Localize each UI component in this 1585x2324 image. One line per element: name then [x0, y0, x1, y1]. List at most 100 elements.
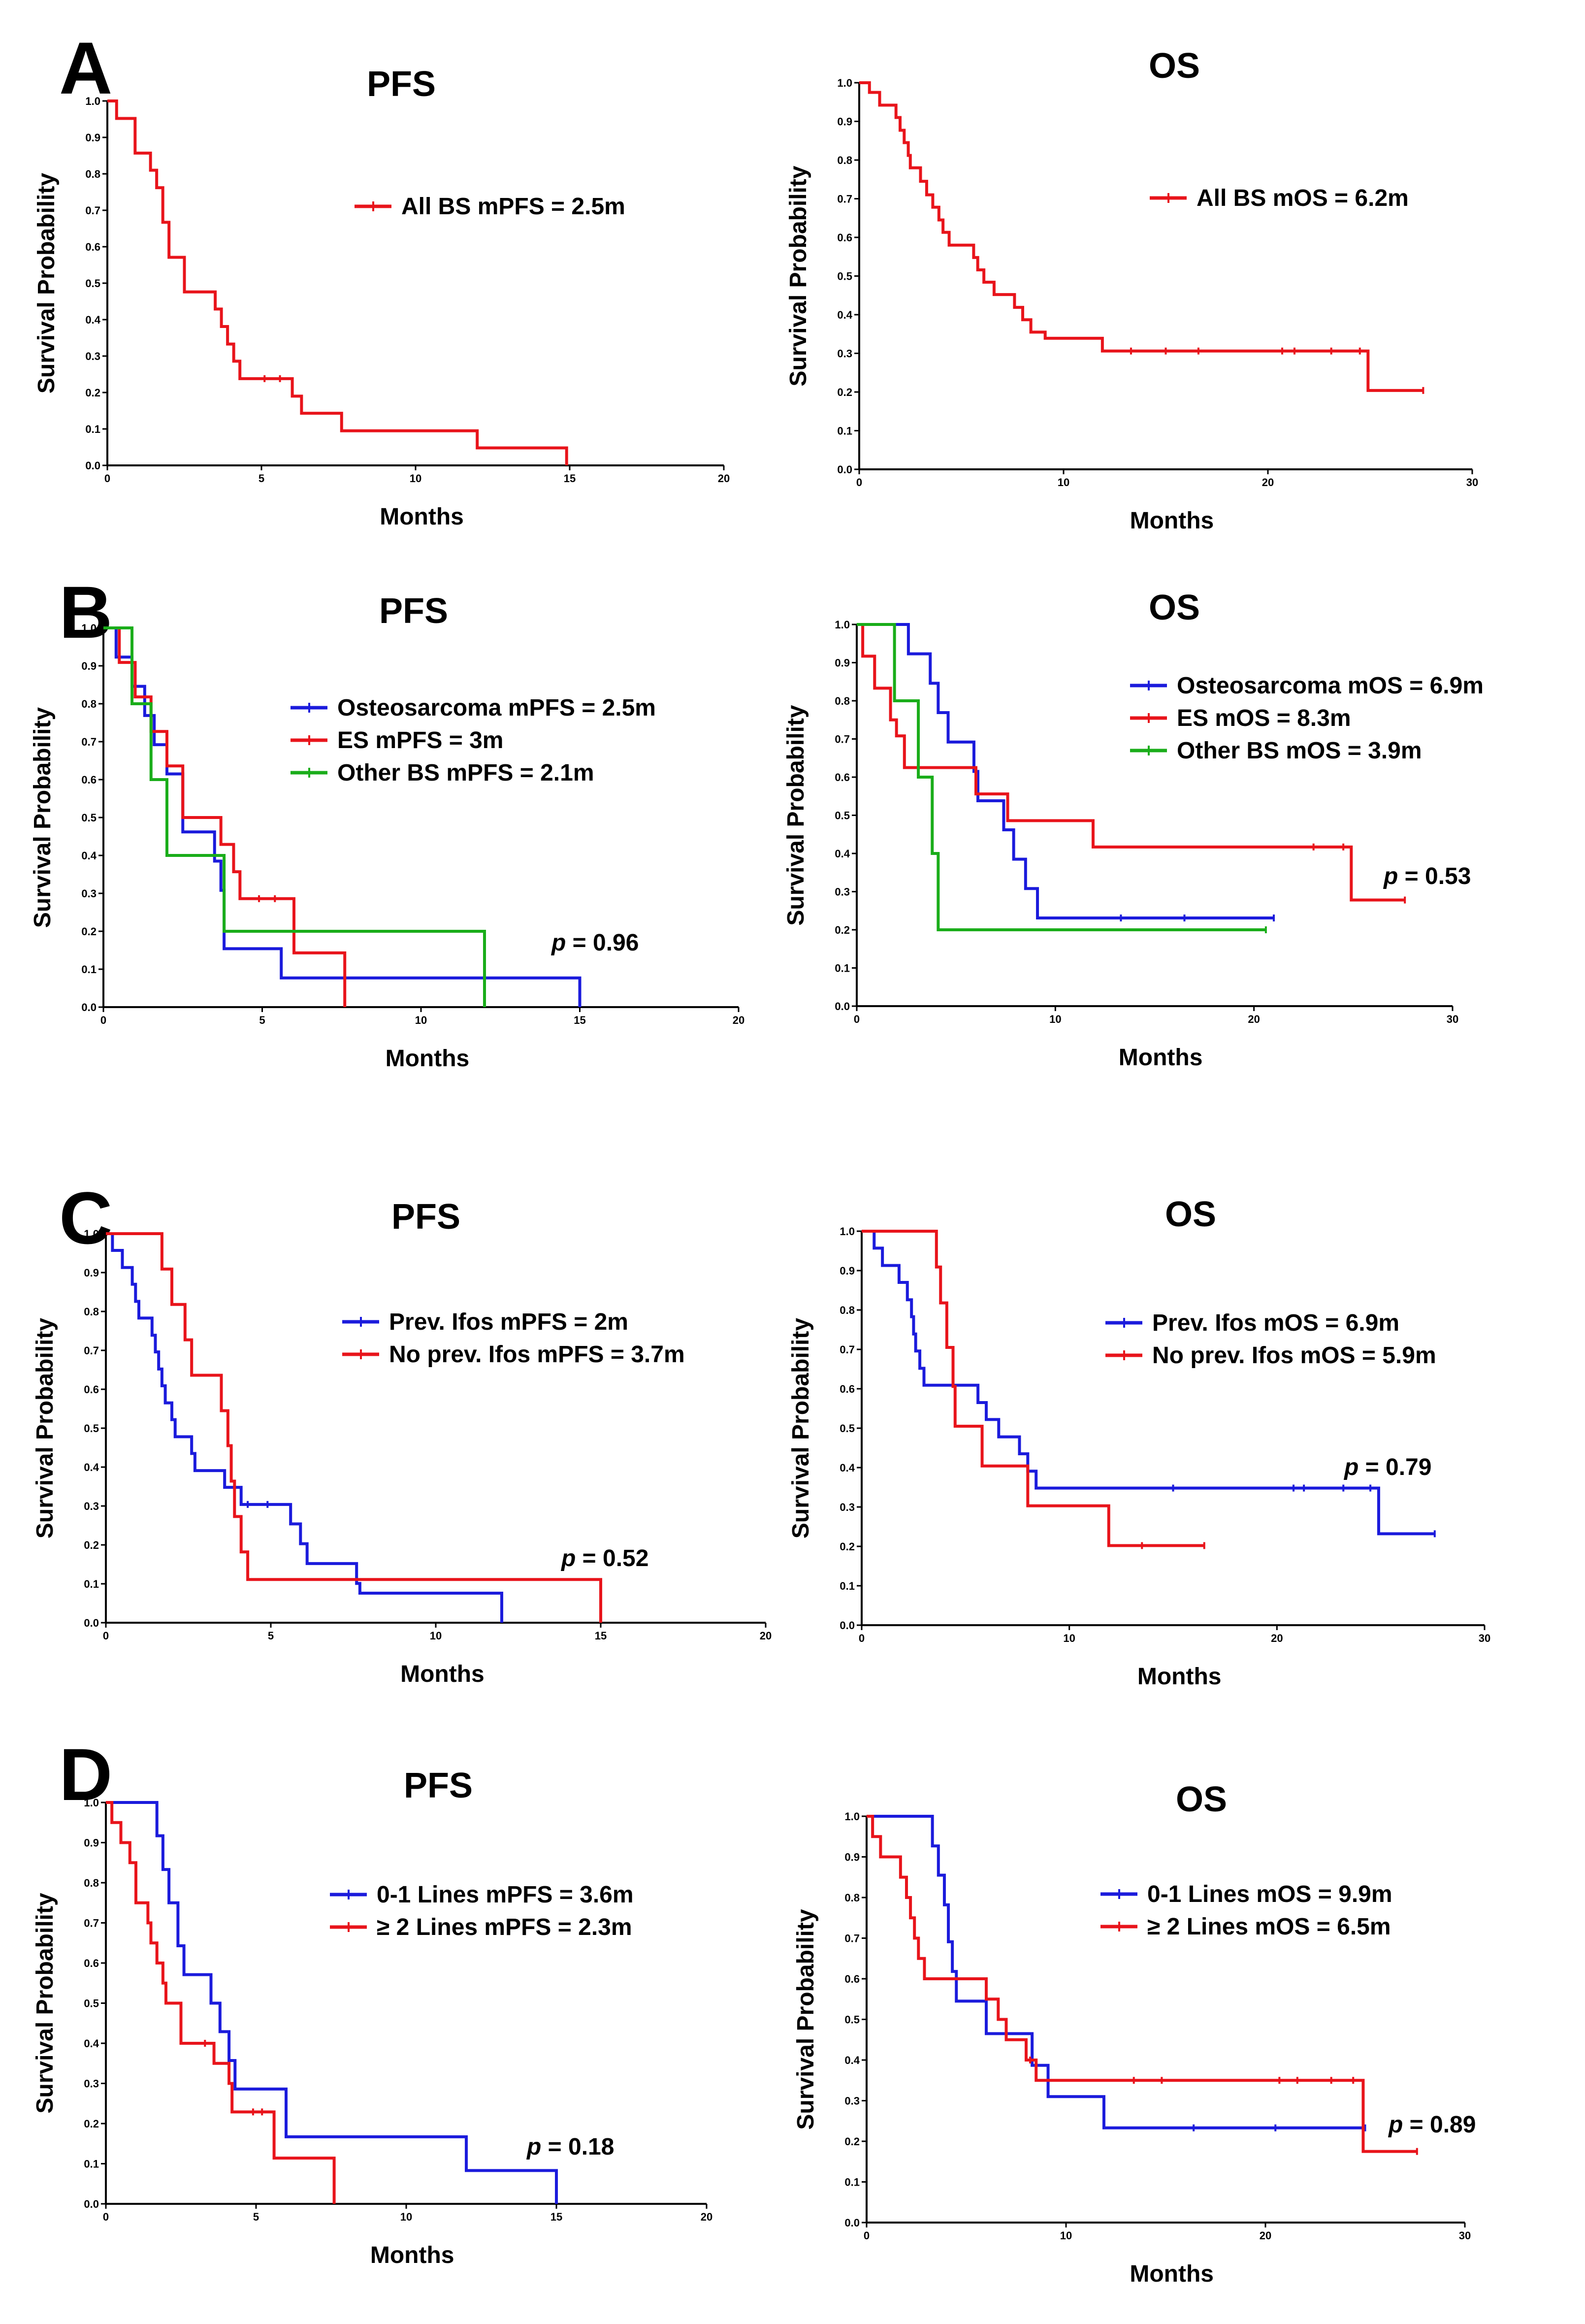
y-tick-label: 1.0 [84, 1797, 99, 1809]
y-tick-label: 0.9 [835, 657, 850, 669]
panel-d-pfs: PFS 0.0 0.1 0.2 0.3 0.4 0.5 0.6 0.7 0.8 0.9 1.0 0 5 10… [32, 1766, 712, 2268]
panel-a-os: OS 0.0 0.1 0.2 0.3 0.4 0.5 0.6 0.7 0.8 0.9 1.0 0 10 20… [785, 46, 1478, 534]
y-tick-label: 0.9 [84, 1837, 99, 1849]
x-tick-label: 10 [1058, 476, 1069, 489]
km-curve-blue [106, 1801, 558, 2204]
row-label-a: A [59, 27, 112, 109]
x-axis-label: Months [1137, 1664, 1222, 1690]
panel-title: OS [1165, 1195, 1216, 1234]
legend-label: No prev. Ifos mPFS = 3.7m [389, 1342, 685, 1368]
y-tick-label: 0.7 [840, 1343, 855, 1356]
y-tick-label: 0.5 [81, 812, 97, 824]
y-axis-label: Survival Probability [793, 1909, 819, 2129]
y-tick-label: 0.8 [835, 695, 850, 707]
y-tick-label: 0.8 [85, 168, 100, 180]
x-tick-label: 5 [253, 2211, 259, 2223]
y-axis-label: Survival Probability [30, 707, 56, 928]
y-tick-label: 0.3 [84, 1500, 99, 1512]
x-axis-label: Months [386, 1046, 470, 1072]
x-tick-label: 0 [103, 1630, 109, 1642]
y-tick-label: 0.4 [85, 314, 100, 326]
legend-label: 0-1 Lines mPFS = 3.6m [377, 1882, 634, 1908]
x-tick-label: 10 [400, 2211, 412, 2223]
p-value: = 0.89 [1410, 2112, 1476, 2138]
legend-label: Prev. Ifos mOS = 6.9m [1152, 1310, 1399, 1336]
km-curve-red [106, 1232, 602, 1623]
y-tick-label: 0.1 [837, 425, 852, 437]
y-tick-label: 0.7 [84, 1917, 99, 1930]
x-axis-label: Months [1119, 1045, 1203, 1071]
legend-label: ≥ 2 Lines mOS = 6.5m [1147, 1914, 1391, 1940]
km-curve-blue [862, 1230, 1435, 1536]
x-tick-label: 15 [574, 1014, 585, 1026]
y-tick-label: 0.0 [835, 1000, 850, 1013]
y-tick-label: 0.0 [85, 459, 100, 472]
x-tick-label: 0 [856, 476, 862, 489]
y-tick-label: 0.6 [837, 231, 852, 244]
y-tick-label: 0.5 [837, 270, 852, 283]
legend-label: Osteosarcoma mOS = 6.9m [1177, 673, 1484, 699]
x-tick-label: 15 [550, 2211, 562, 2223]
y-tick-label: 0.3 [84, 2078, 99, 2090]
y-tick-label: 0.9 [81, 660, 97, 672]
legend-label: ES mOS = 8.3m [1177, 705, 1351, 731]
p-symbol: p [560, 1545, 582, 1571]
y-tick-label: 0.6 [81, 774, 97, 786]
row-label-b: B [59, 571, 112, 654]
y-tick-label: 0.4 [84, 1461, 99, 1473]
p-value-label: p = 0.18 [526, 2134, 614, 2160]
y-tick-label: 0.1 [840, 1580, 855, 1592]
x-tick-label: 30 [1479, 1632, 1490, 1644]
x-tick-label: 20 [733, 1014, 744, 1026]
km-curve-red [857, 623, 1405, 902]
x-tick-label: 0 [100, 1014, 106, 1026]
y-tick-label: 0.6 [85, 241, 100, 253]
x-tick-label: 5 [268, 1630, 274, 1642]
x-tick-label: 20 [1248, 1013, 1260, 1025]
x-tick-label: 10 [430, 1630, 442, 1642]
y-tick-label: 0.8 [840, 1304, 855, 1316]
km-curve-blue [103, 626, 582, 1007]
y-tick-label: 0.8 [84, 1877, 99, 1889]
km-curve-red [107, 99, 568, 465]
y-tick-label: 0.0 [84, 1617, 99, 1629]
legend-label: ≥ 2 Lines mPFS = 2.3m [377, 1914, 632, 1940]
y-tick-label: 0.1 [844, 2176, 860, 2189]
x-axis-label: Months [380, 504, 464, 530]
km-curve-red [862, 1230, 1204, 1547]
y-tick-label: 0.3 [81, 887, 97, 900]
y-tick-label: 0.7 [84, 1344, 99, 1357]
y-tick-label: 0.8 [84, 1306, 99, 1318]
legend-label: Prev. Ifos mPFS = 2m [389, 1309, 628, 1335]
y-tick-label: 0.7 [85, 204, 100, 217]
x-tick-label: 5 [259, 472, 264, 485]
y-axis-label: Survival Probability [33, 173, 60, 393]
p-symbol: p [1343, 1454, 1365, 1480]
y-tick-label: 1.0 [84, 1228, 99, 1240]
y-axis-label: Survival Probability [32, 1893, 58, 2113]
km-curve-red [106, 1801, 336, 2204]
panel-title: PFS [404, 1766, 473, 1805]
y-tick-label: 0.5 [85, 277, 100, 290]
legend-label: Osteosarcoma mPFS = 2.5m [337, 695, 656, 721]
y-tick-label: 0.0 [837, 463, 852, 476]
km-curve-blue [106, 1232, 503, 1623]
y-tick-label: 0.0 [844, 2217, 860, 2229]
y-tick-label: 1.0 [840, 1225, 855, 1238]
y-tick-label: 0.4 [835, 848, 850, 860]
y-tick-label: 0.2 [85, 387, 100, 399]
y-tick-label: 0.2 [84, 1539, 99, 1551]
y-tick-label: 0.5 [84, 1422, 99, 1435]
x-tick-label: 0 [103, 2211, 109, 2223]
x-tick-label: 0 [104, 472, 110, 485]
panel-title: OS [1176, 1780, 1227, 1819]
y-tick-label: 0.6 [84, 1957, 99, 1969]
y-tick-label: 0.3 [840, 1501, 855, 1513]
panel-title: PFS [379, 591, 448, 631]
x-tick-label: 30 [1447, 1013, 1458, 1025]
x-tick-label: 0 [864, 2229, 870, 2242]
x-tick-label: 5 [259, 1014, 265, 1026]
legend-label: Other BS mOS = 3.9m [1177, 738, 1422, 764]
x-tick-label: 20 [701, 2211, 712, 2223]
